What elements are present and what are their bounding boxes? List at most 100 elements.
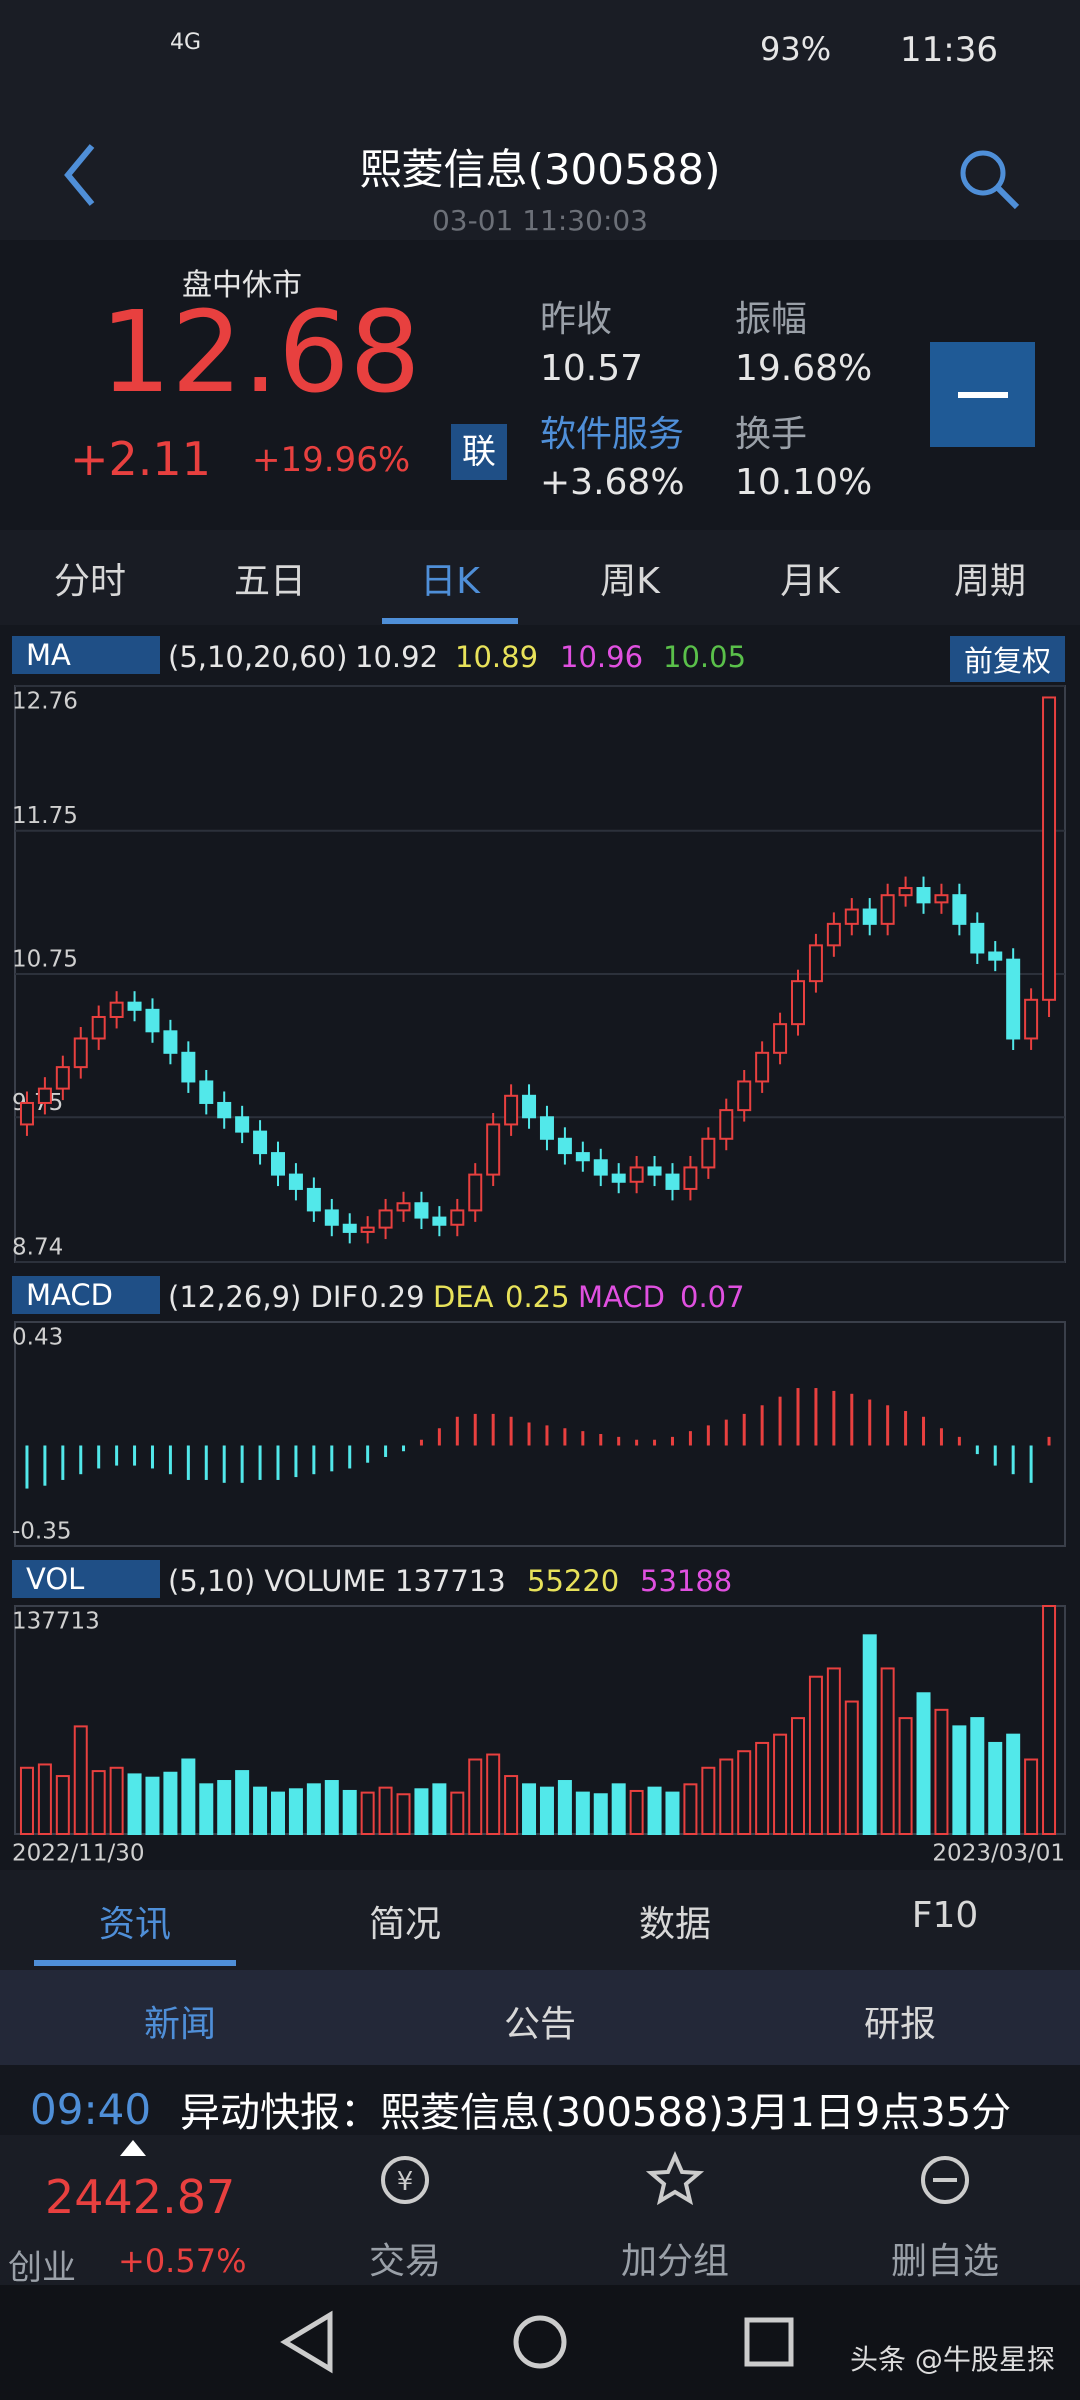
candle-body — [862, 908, 877, 925]
sub-tab[interactable]: 研报 — [863, 2004, 936, 2045]
volume-bar — [791, 1717, 805, 1836]
candle-body — [791, 980, 805, 1026]
ma-button[interactable]: MA — [12, 636, 160, 674]
candle-body — [647, 1166, 662, 1176]
candle-body — [19, 1101, 34, 1126]
volume-bar — [719, 1758, 734, 1835]
vol-button[interactable]: VOL — [12, 1560, 160, 1598]
period-tab[interactable]: 分时 — [53, 561, 126, 602]
volume-bar — [755, 1741, 770, 1835]
period-tab[interactable]: 周期 — [953, 561, 1026, 602]
volume-bar — [916, 1692, 931, 1836]
action[interactable]: 加分组 — [620, 2241, 729, 2282]
candle-body — [844, 908, 859, 925]
turnover: 10.10% — [735, 462, 873, 503]
volume-bar — [450, 1791, 465, 1836]
volume-bar — [1042, 1605, 1057, 1835]
volume-bar — [468, 1758, 483, 1835]
info-tab[interactable]: F10 — [911, 1895, 979, 1936]
candle-body — [539, 1116, 554, 1140]
volume-bar — [271, 1791, 285, 1836]
watermark: 头条 @牛股星探 — [850, 2343, 1055, 2376]
volume-bar — [575, 1791, 590, 1836]
network: 4G — [170, 30, 202, 55]
candle-body — [378, 1209, 393, 1229]
candle-body — [755, 1051, 770, 1083]
search-button[interactable] — [955, 145, 1025, 215]
volume-bar — [629, 1789, 644, 1836]
candle-body — [199, 1080, 214, 1104]
volume-bar — [127, 1773, 142, 1836]
volume-bar — [988, 1741, 1003, 1835]
volume-bar — [539, 1786, 554, 1835]
up-arrow — [120, 2140, 146, 2156]
prev-close-label: 昨收 — [540, 299, 613, 340]
timestamp: 03-01 11:30:03 — [431, 204, 648, 237]
volume-bar — [360, 1791, 375, 1836]
macd-value: 0.07 — [680, 1280, 745, 1314]
adjust-button[interactable]: 前复权 — [950, 636, 1066, 682]
volume-bar — [504, 1775, 519, 1835]
macd-label: MACD — [578, 1280, 665, 1314]
volume-bar — [199, 1783, 214, 1836]
info-tab[interactable]: 资讯 — [98, 1904, 171, 1945]
volume-bar — [163, 1771, 178, 1836]
candle-body — [880, 894, 895, 925]
candle-body — [396, 1202, 411, 1212]
volume-bar — [934, 1708, 949, 1836]
candle-body — [988, 951, 1003, 961]
period-tab[interactable]: 周K — [600, 561, 660, 602]
period-tab[interactable]: 月K — [780, 561, 840, 602]
ma20: 10.96 — [560, 640, 644, 674]
candle-body — [127, 1001, 142, 1011]
macd-button[interactable]: MACD — [12, 1276, 160, 1314]
candle-body — [916, 887, 931, 904]
volume-bar — [324, 1780, 339, 1836]
candle-body — [432, 1216, 447, 1226]
sub-bar — [0, 1970, 1080, 2065]
candle-body — [665, 1173, 680, 1190]
candle-body — [970, 922, 985, 954]
volume-bar — [970, 1717, 985, 1836]
sub-tab[interactable]: 公告 — [503, 2004, 576, 2045]
volume-bar — [737, 1750, 752, 1835]
volume-bar — [557, 1780, 572, 1836]
sector[interactable]: 软件服务 — [540, 414, 685, 455]
candle-body — [324, 1209, 339, 1226]
period-tab[interactable]: 五日 — [233, 561, 306, 602]
candle-body — [271, 1152, 285, 1176]
ma10: 10.89 — [455, 640, 539, 674]
action[interactable]: 删自选 — [890, 2241, 999, 2282]
sub-tab[interactable]: 新闻 — [143, 2004, 216, 2045]
candle-body — [575, 1152, 590, 1162]
y-tick-label: 11.75 — [12, 803, 78, 829]
candle-body — [719, 1109, 734, 1140]
index-value: 2442.87 — [45, 2170, 236, 2224]
back-button[interactable] — [60, 140, 100, 210]
candle-body — [522, 1094, 537, 1119]
candle-body — [217, 1101, 232, 1119]
candle-body — [306, 1187, 321, 1212]
candle-body — [145, 1008, 160, 1033]
y-tick-label: 12.76 — [12, 689, 78, 715]
info-tab[interactable]: 数据 — [638, 1904, 711, 1945]
remove-icon — [921, 2156, 969, 2204]
volume-bar — [145, 1776, 160, 1835]
candle-body — [414, 1202, 429, 1219]
news-headline[interactable]: 异动快报：熙菱信息(300588)3月1日9点35分 — [180, 2090, 1012, 2136]
badge[interactable]: 联 — [451, 424, 507, 480]
battery: 93% — [760, 30, 832, 68]
dea: 0.25 — [505, 1280, 570, 1314]
candle-body — [593, 1159, 608, 1176]
candle-body — [808, 944, 823, 983]
candle-body — [826, 922, 841, 947]
volume-bar — [683, 1783, 698, 1836]
candle-body — [1006, 958, 1021, 1040]
x-end-label: 2023/03/01 — [932, 1841, 1065, 1867]
candle-body — [253, 1130, 268, 1155]
remove-button[interactable] — [930, 342, 1035, 447]
period-tab[interactable]: 日K — [420, 561, 480, 602]
action[interactable]: 交易 — [368, 2241, 441, 2282]
info-tab[interactable]: 简况 — [368, 1904, 441, 1945]
